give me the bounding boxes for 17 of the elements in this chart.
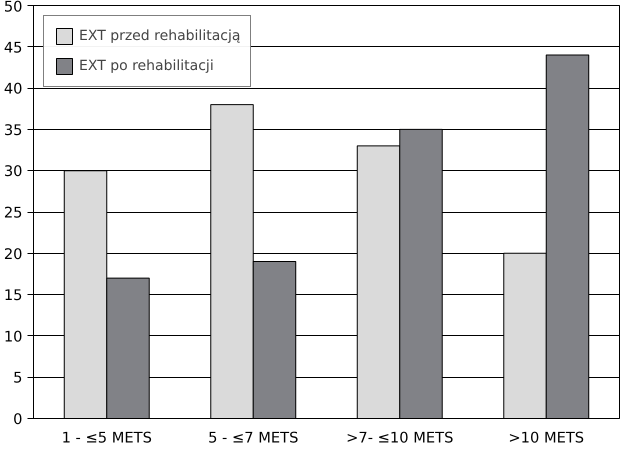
y-tick-label: 50 bbox=[4, 0, 23, 16]
y-tick-label: 25 bbox=[4, 204, 23, 222]
y-tick-label: 35 bbox=[4, 122, 23, 139]
y-tick-label: 20 bbox=[4, 246, 23, 263]
y-tick-label: 45 bbox=[4, 39, 23, 56]
y-tick-label: 5 bbox=[13, 370, 23, 387]
x-tick-label: >7- ≤10 METS bbox=[346, 430, 454, 446]
x-tick-label: 5 - ≤7 METS bbox=[208, 430, 298, 446]
x-tick-label: 1 - ≤5 METS bbox=[62, 430, 152, 446]
x-tick-label: >10 METS bbox=[508, 430, 584, 446]
y-tick-label: 10 bbox=[4, 328, 23, 346]
y-tick-label: 40 bbox=[4, 80, 23, 98]
legend-label: EXT po rehabilitacji bbox=[79, 58, 214, 74]
y-tick-label: 30 bbox=[4, 163, 23, 180]
y-tick-label: 15 bbox=[4, 287, 23, 304]
legend-label: EXT przed rehabilitacją bbox=[79, 28, 240, 44]
y-tick-label: 0 bbox=[13, 411, 23, 428]
